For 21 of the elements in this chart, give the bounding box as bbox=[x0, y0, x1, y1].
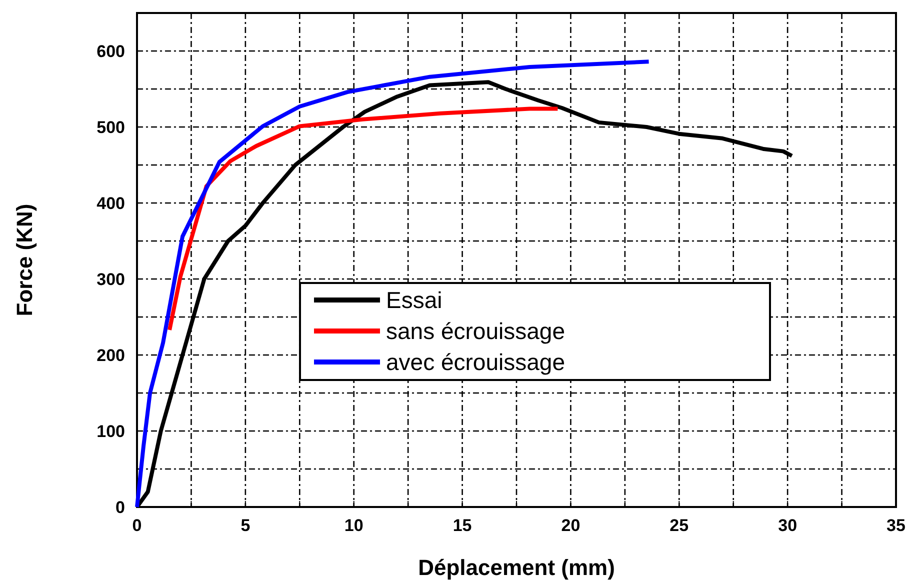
y-axis-title: Force (KN) bbox=[12, 204, 37, 316]
y-tick-label: 300 bbox=[96, 270, 125, 289]
x-tick-label: 10 bbox=[344, 516, 364, 535]
legend-label: Essai bbox=[386, 287, 442, 314]
y-tick-label: 200 bbox=[96, 346, 125, 365]
x-axis-title: Déplacement (mm) bbox=[418, 555, 615, 580]
legend-label: avec écrouissage bbox=[386, 349, 565, 376]
y-tick-label: 0 bbox=[116, 498, 125, 517]
legend-label: sans écrouissage bbox=[386, 318, 565, 344]
x-tick-label: 5 bbox=[240, 516, 250, 535]
x-tick-label: 35 bbox=[886, 516, 906, 535]
y-tick-label: 400 bbox=[96, 194, 125, 213]
x-tick-label: 20 bbox=[561, 516, 580, 535]
line-series bbox=[135, 60, 651, 509]
y-tick-label: 600 bbox=[96, 42, 125, 61]
x-tick-label: 0 bbox=[132, 516, 142, 535]
x-tick-label: 15 bbox=[452, 516, 472, 535]
y-tick-label: 100 bbox=[96, 422, 125, 441]
y-tick-label: 500 bbox=[96, 118, 125, 137]
x-tick-label: 30 bbox=[778, 516, 798, 535]
x-tick-label: 25 bbox=[670, 516, 689, 535]
